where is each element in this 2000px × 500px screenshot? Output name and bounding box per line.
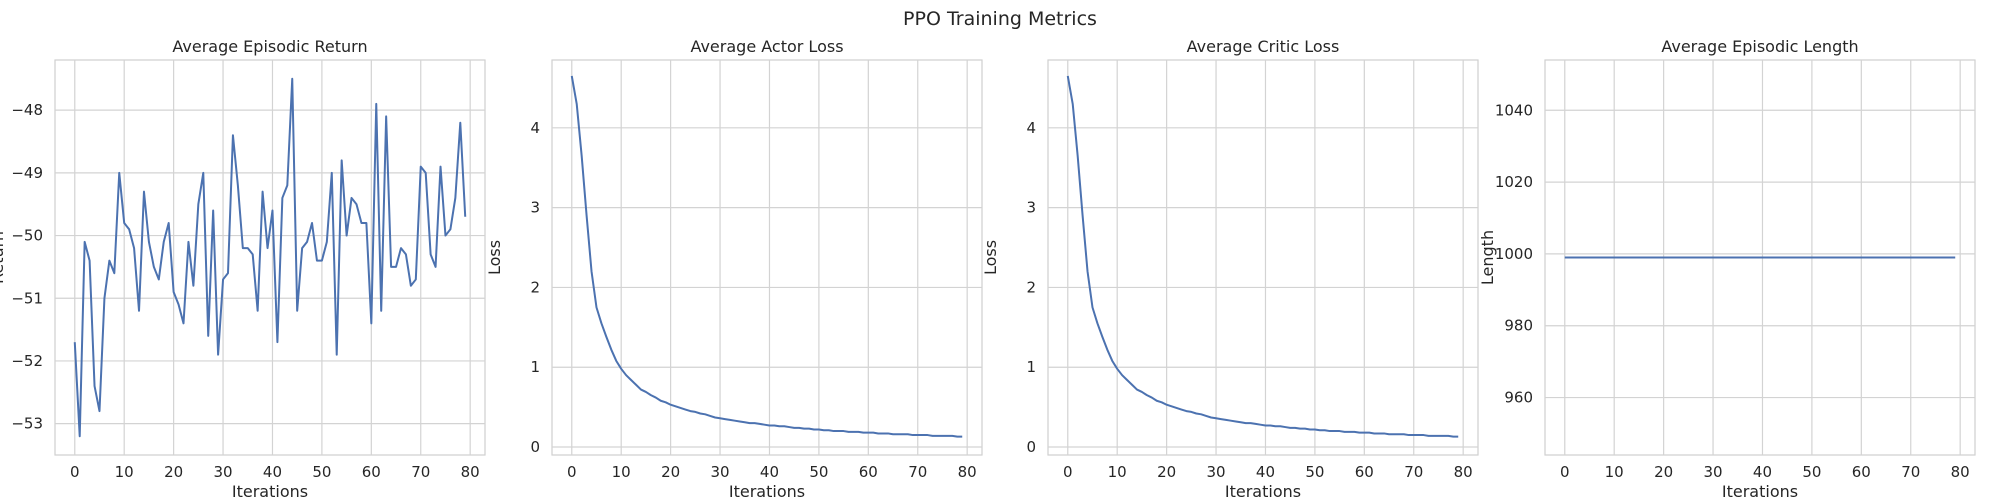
x-tick-label: 40 bbox=[263, 463, 282, 481]
y-tick-label: 4 bbox=[1026, 119, 1036, 137]
plot-area bbox=[1047, 59, 1479, 456]
x-axis-label: Iterations bbox=[1225, 482, 1301, 500]
y-tick-label: 1 bbox=[1026, 358, 1036, 376]
x-tick-label: 30 bbox=[213, 463, 232, 481]
chart-title: Average Actor Loss bbox=[690, 37, 843, 56]
x-tick-label: 30 bbox=[710, 463, 729, 481]
y-axis-label: Loss bbox=[485, 240, 504, 275]
y-tick-label: −51 bbox=[11, 289, 43, 307]
y-tick-label: −50 bbox=[11, 227, 43, 245]
plot-area bbox=[54, 59, 486, 456]
y-tick-label: 980 bbox=[1504, 317, 1533, 335]
x-axis-label: Iterations bbox=[729, 482, 805, 500]
plot-area bbox=[551, 59, 983, 456]
x-tick-label: 40 bbox=[1256, 463, 1275, 481]
x-tick-label: 50 bbox=[809, 463, 828, 481]
y-tick-label: 960 bbox=[1504, 389, 1533, 407]
chart-panel: 0 10 20 30 40 50 60 70 80 0 1 2 3 4 Average Critic Los… bbox=[981, 37, 1479, 500]
x-tick-label: 50 bbox=[312, 463, 331, 481]
y-axis-label: Loss bbox=[981, 240, 1000, 275]
y-tick-label: −53 bbox=[11, 415, 43, 433]
chart-title: Average Episodic Return bbox=[172, 37, 367, 56]
x-tick-label: 10 bbox=[115, 463, 134, 481]
x-tick-label: 70 bbox=[1901, 463, 1920, 481]
x-tick-label: 80 bbox=[958, 463, 977, 481]
x-tick-label: 40 bbox=[1753, 463, 1772, 481]
y-tick-label: 2 bbox=[530, 278, 540, 296]
x-tick-label: 70 bbox=[1404, 463, 1423, 481]
y-tick-label: 1000 bbox=[1495, 245, 1533, 263]
chart-title: Average Episodic Length bbox=[1661, 37, 1858, 56]
y-tick-label: 1 bbox=[530, 358, 540, 376]
x-tick-label: 60 bbox=[362, 463, 381, 481]
x-tick-label: 70 bbox=[411, 463, 430, 481]
y-tick-label: 1020 bbox=[1495, 173, 1533, 191]
x-tick-label: 20 bbox=[661, 463, 680, 481]
y-tick-label: −48 bbox=[11, 101, 43, 119]
y-tick-label: 1040 bbox=[1495, 101, 1533, 119]
x-tick-label: 10 bbox=[612, 463, 631, 481]
x-tick-label: 60 bbox=[1355, 463, 1374, 481]
y-axis-label: Return bbox=[0, 231, 7, 284]
x-tick-label: 60 bbox=[1852, 463, 1871, 481]
chart-panel: 0 10 20 30 40 50 60 70 80 −53 −52 −51 −50 −49 −48 Avera… bbox=[0, 37, 486, 500]
chart-panel: 0 10 20 30 40 50 60 70 80 0 1 2 3 4 Average Actor Loss… bbox=[485, 37, 983, 500]
series-line bbox=[73, 77, 467, 438]
y-tick-label: −49 bbox=[11, 164, 43, 182]
y-tick-label: −52 bbox=[11, 352, 43, 370]
x-tick-label: 30 bbox=[1703, 463, 1722, 481]
figure-title: PPO Training Metrics bbox=[903, 8, 1097, 30]
x-tick-label: 20 bbox=[1157, 463, 1176, 481]
x-tick-label: 20 bbox=[164, 463, 183, 481]
x-tick-label: 0 bbox=[1063, 463, 1073, 481]
x-tick-label: 60 bbox=[859, 463, 878, 481]
x-tick-label: 40 bbox=[760, 463, 779, 481]
y-tick-label: 3 bbox=[1026, 199, 1036, 217]
x-tick-label: 0 bbox=[567, 463, 577, 481]
x-tick-label: 70 bbox=[908, 463, 927, 481]
x-tick-label: 10 bbox=[1108, 463, 1127, 481]
y-tick-label: 2 bbox=[1026, 278, 1036, 296]
y-tick-label: 4 bbox=[530, 119, 540, 137]
x-tick-label: 80 bbox=[1454, 463, 1473, 481]
x-tick-label: 50 bbox=[1305, 463, 1324, 481]
x-tick-label: 50 bbox=[1802, 463, 1821, 481]
y-axis-label: Length bbox=[1478, 230, 1497, 285]
x-tick-label: 10 bbox=[1605, 463, 1624, 481]
x-tick-label: 20 bbox=[1654, 463, 1673, 481]
x-tick-label: 30 bbox=[1206, 463, 1225, 481]
chart-panel: 0 10 20 30 40 50 60 70 80960980100010201040Avera… bbox=[1478, 37, 1976, 500]
chart-title: Average Critic Loss bbox=[1187, 37, 1340, 56]
y-tick-label: 3 bbox=[530, 199, 540, 217]
x-tick-label: 0 bbox=[70, 463, 80, 481]
x-tick-label: 0 bbox=[1560, 463, 1570, 481]
x-tick-label: 80 bbox=[461, 463, 480, 481]
x-axis-label: Iterations bbox=[1722, 482, 1798, 500]
series-line bbox=[1066, 75, 1459, 438]
x-axis-label: Iterations bbox=[232, 482, 308, 500]
x-tick-label: 80 bbox=[1951, 463, 1970, 481]
y-tick-label: 0 bbox=[1026, 438, 1036, 456]
series-line bbox=[570, 75, 963, 438]
y-tick-label: 0 bbox=[530, 438, 540, 456]
